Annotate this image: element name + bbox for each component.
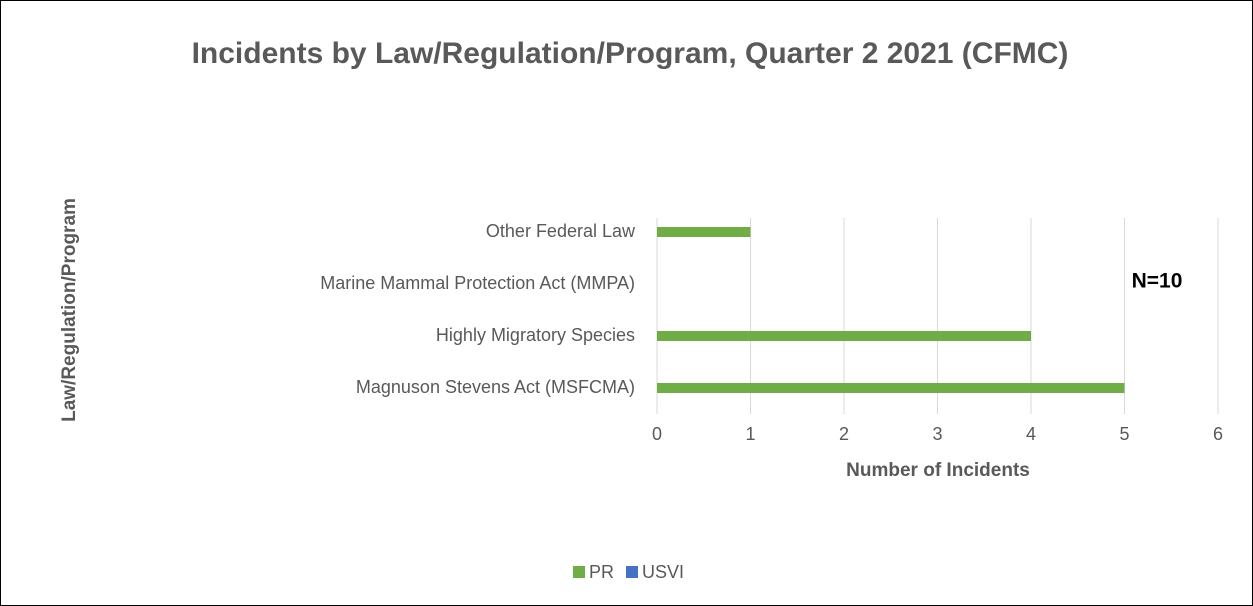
annotation: N=10 [1132,270,1183,293]
x-tick-label: 5 [1119,424,1129,444]
legend-label: PR [589,562,614,582]
y-tick-label: Marine Mammal Protection Act (MMPA) [320,273,635,293]
y-tick-label: Highly Migratory Species [436,325,635,345]
x-tick-label: 6 [1213,424,1223,444]
bar [657,383,1125,393]
y-tick-label: Other Federal Law [486,221,636,241]
x-tick-label: 2 [839,424,849,444]
bar [657,331,1031,341]
x-tick-label: 1 [745,424,755,444]
x-tick-label: 4 [1026,424,1036,444]
legend-swatch [573,566,585,578]
x-tick-label: 3 [932,424,942,444]
x-axis-label: Number of Incidents [846,460,1030,481]
bar [657,227,751,237]
x-tick-label: 0 [652,424,662,444]
chart-title: Incidents by Law/Regulation/Program, Qua… [192,37,1069,70]
legend-label: USVI [642,562,684,582]
y-axis-label: Law/Regulation/Program [59,198,80,422]
y-tick-label: Magnuson Stevens Act (MSFCMA) [356,377,635,397]
legend-swatch [626,566,639,578]
